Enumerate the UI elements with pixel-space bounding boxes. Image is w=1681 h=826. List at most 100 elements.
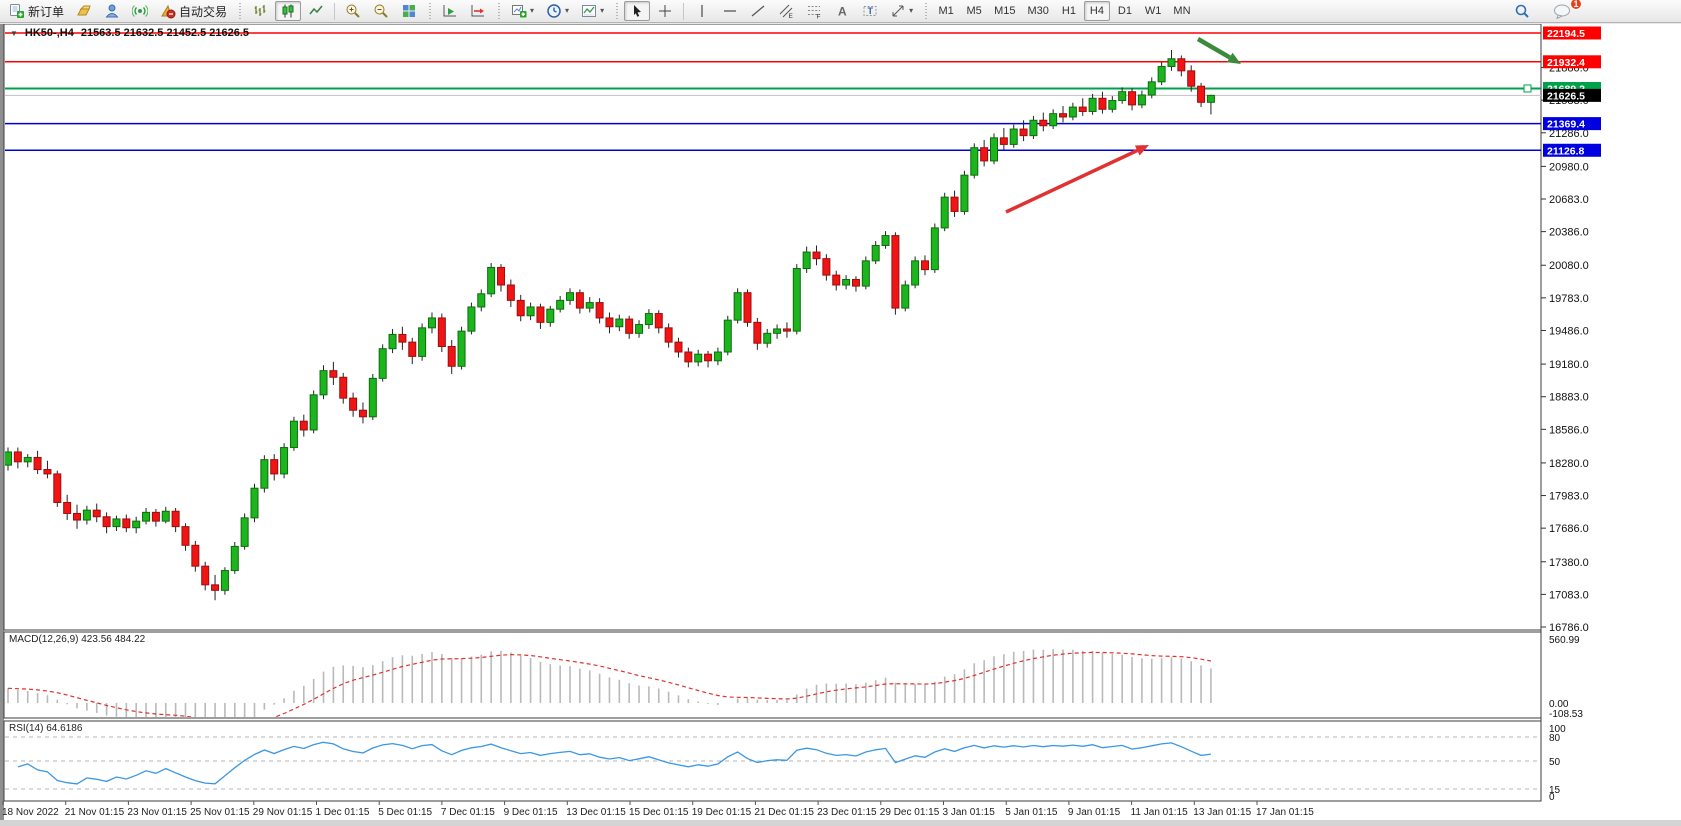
toolbar-grip[interactable] bbox=[427, 3, 433, 19]
macd-scale-zero: 0.00 bbox=[1549, 699, 1569, 710]
gold-ingot-icon bbox=[77, 5, 91, 16]
channel-button[interactable]: E bbox=[773, 1, 799, 21]
time-label[interactable]: 17 Jan 01:15 bbox=[1256, 807, 1314, 818]
fibonacci-button[interactable]: F bbox=[801, 1, 827, 21]
chart-candles-button[interactable] bbox=[275, 1, 302, 21]
toolbar-grip[interactable] bbox=[923, 3, 929, 19]
time-label[interactable]: 5 Dec 01:15 bbox=[378, 807, 432, 818]
profiles-button[interactable]: ▾ bbox=[541, 1, 574, 21]
horizontal-line-button[interactable] bbox=[717, 1, 743, 21]
price-label-22194.5 bbox=[1543, 26, 1601, 40]
toolbar-grip[interactable] bbox=[237, 3, 243, 19]
timeframe-H4[interactable]: H4 bbox=[1083, 1, 1110, 21]
notification-badge: 1 bbox=[1570, 0, 1582, 10]
timeframe-D1[interactable]: D1 bbox=[1117, 5, 1132, 17]
autoscroll-button[interactable] bbox=[437, 1, 463, 21]
timeframe-H1[interactable]: H1 bbox=[1061, 5, 1076, 17]
line-chart-icon bbox=[309, 5, 323, 15]
time-label[interactable]: 19 Dec 01:15 bbox=[692, 807, 752, 818]
autotrade-button[interactable]: 自动交易 bbox=[155, 1, 232, 21]
community-button[interactable] bbox=[99, 1, 125, 21]
timeframe-M30[interactable]: M30 bbox=[1027, 5, 1049, 17]
rsi-scale-80: 80 bbox=[1549, 733, 1561, 744]
macd-signal-line bbox=[7, 651, 1212, 717]
trendline-button[interactable] bbox=[745, 1, 771, 21]
time-label[interactable]: 13 Dec 01:15 bbox=[566, 807, 626, 818]
window-edge bbox=[0, 24, 4, 820]
time-label[interactable]: 3 Jan 01:15 bbox=[943, 807, 996, 818]
arrow-head[interactable] bbox=[1134, 145, 1149, 156]
indicators-button[interactable]: ▾ bbox=[576, 1, 609, 21]
time-label[interactable]: 15 Dec 01:15 bbox=[629, 807, 689, 818]
signal-icon bbox=[132, 5, 149, 17]
chevron-down-icon: ▾ bbox=[530, 6, 535, 15]
cursor-button[interactable] bbox=[624, 1, 651, 21]
chart-shift-button[interactable] bbox=[465, 1, 491, 21]
new-order-button[interactable]: 新订单 bbox=[4, 1, 69, 21]
price-tick-label: 18586.0 bbox=[1549, 424, 1589, 436]
price-tick-label: 17686.0 bbox=[1549, 523, 1589, 535]
signals-button[interactable] bbox=[127, 1, 153, 21]
price-label-21126.8 bbox=[1543, 143, 1601, 157]
search-button[interactable] bbox=[1509, 1, 1535, 21]
new-chart-icon bbox=[512, 5, 527, 18]
new-chart-button[interactable]: ▾ bbox=[506, 1, 539, 21]
time-label[interactable]: 23 Dec 01:15 bbox=[817, 807, 877, 818]
price-label-21369.4 bbox=[1543, 117, 1601, 131]
rsi-scale-100: 100 bbox=[1549, 724, 1566, 735]
time-label[interactable]: 9 Dec 01:15 bbox=[504, 807, 558, 818]
tile-windows-button[interactable] bbox=[396, 1, 422, 21]
time-label[interactable]: 13 Jan 01:15 bbox=[1193, 807, 1251, 818]
timeframe-W1[interactable]: W1 bbox=[1144, 5, 1162, 17]
price-label-22194.5-text: 22194.5 bbox=[1547, 28, 1585, 40]
time-label[interactable]: 21 Nov 01:15 bbox=[65, 807, 125, 818]
hline-handle[interactable] bbox=[1523, 84, 1532, 93]
timeframe-M5[interactable]: M5 bbox=[966, 5, 982, 17]
crosshair-icon bbox=[659, 5, 672, 17]
time-label[interactable]: 29 Nov 01:15 bbox=[253, 807, 313, 818]
text-label-button[interactable]: T bbox=[857, 1, 883, 21]
gold-button[interactable] bbox=[71, 1, 97, 21]
chart-bars-button[interactable] bbox=[247, 1, 273, 21]
zoom-in-button[interactable] bbox=[340, 1, 366, 21]
candlestick-icon bbox=[282, 4, 294, 18]
vertical-line-button[interactable] bbox=[689, 1, 715, 21]
toolbar-grip[interactable] bbox=[614, 3, 620, 19]
indicators-icon bbox=[582, 5, 597, 17]
autotrade-label: 自动交易 bbox=[179, 4, 228, 19]
time-label[interactable]: 5 Jan 01:15 bbox=[1005, 807, 1058, 818]
search-icon bbox=[1515, 4, 1529, 18]
time-label[interactable]: 7 Dec 01:15 bbox=[441, 807, 495, 818]
time-label[interactable]: 23 Nov 01:15 bbox=[127, 807, 187, 818]
toolbar-grip[interactable] bbox=[496, 3, 502, 19]
time-label[interactable]: 9 Jan 01:15 bbox=[1068, 807, 1121, 818]
text-label-icon: T bbox=[863, 6, 877, 16]
text-icon: A bbox=[838, 5, 847, 19]
notifications-button[interactable]: 1 bbox=[1547, 0, 1582, 21]
timeframe-M1[interactable]: M1 bbox=[938, 5, 954, 17]
timeframe-MN[interactable]: MN bbox=[1173, 5, 1191, 17]
arrow-head[interactable] bbox=[1227, 52, 1241, 64]
arrow-object[interactable] bbox=[1005, 148, 1138, 214]
time-label[interactable]: 1 Dec 01:15 bbox=[316, 807, 370, 818]
chart-line-button[interactable] bbox=[303, 1, 329, 21]
time-label[interactable]: 29 Dec 01:15 bbox=[880, 807, 940, 818]
timeframe-M15[interactable]: M15 bbox=[994, 5, 1016, 17]
time-label[interactable]: 11 Jan 01:15 bbox=[1131, 807, 1189, 818]
time-label[interactable]: 25 Nov 01:15 bbox=[190, 807, 250, 818]
time-label[interactable]: 18 Nov 2022 bbox=[2, 807, 59, 818]
price-tick-label: 20080.0 bbox=[1549, 260, 1589, 272]
current-price-label bbox=[1543, 88, 1601, 102]
zoom-out-button[interactable] bbox=[368, 1, 394, 21]
cursor-icon bbox=[634, 5, 642, 17]
collapse-chart-icon[interactable]: ▼ bbox=[10, 28, 18, 38]
time-label[interactable]: 21 Dec 01:15 bbox=[754, 807, 814, 818]
arrow-object[interactable] bbox=[1196, 37, 1231, 60]
text-button[interactable]: A bbox=[829, 1, 855, 21]
chart-canvas[interactable]: 21880.021583.021286.020980.020683.020386… bbox=[0, 24, 1681, 826]
zoom-in-icon bbox=[346, 4, 360, 18]
crosshair-button[interactable] bbox=[652, 1, 678, 21]
new-order-icon bbox=[10, 4, 24, 18]
shapes-button[interactable]: ▾ bbox=[885, 1, 918, 21]
price-tick-label: 20683.0 bbox=[1549, 194, 1589, 206]
